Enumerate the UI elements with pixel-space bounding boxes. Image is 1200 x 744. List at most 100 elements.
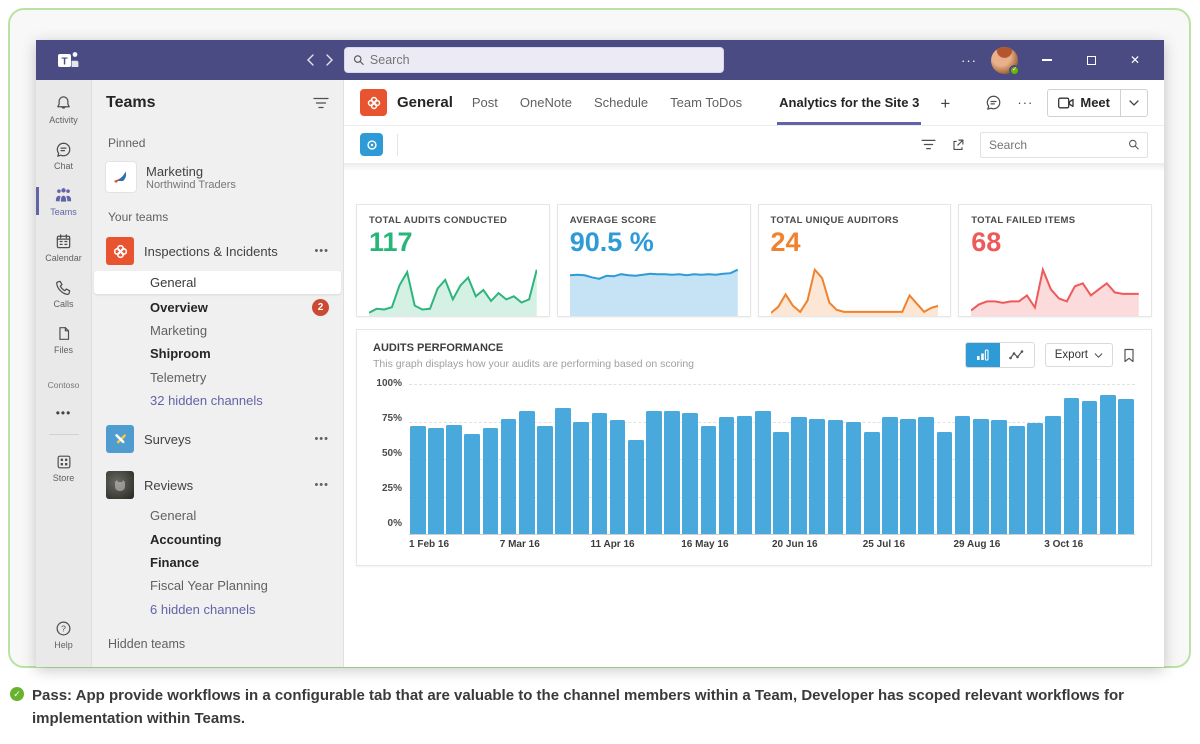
channel-finance[interactable]: Finance (150, 555, 200, 571)
performance-bar[interactable] (646, 411, 662, 534)
performance-bar[interactable] (900, 418, 916, 534)
performance-bar[interactable] (518, 411, 535, 534)
performance-bar[interactable] (446, 424, 462, 534)
team-more-icon[interactable]: ••• (314, 433, 329, 446)
performance-bar[interactable] (482, 427, 499, 534)
add-tab-button[interactable]: + (940, 93, 951, 113)
global-search-input[interactable] (369, 53, 715, 67)
performance-bar[interactable] (410, 426, 426, 534)
forward-icon[interactable] (325, 54, 334, 66)
performance-bar[interactable] (627, 439, 644, 534)
tab-search-box[interactable] (980, 131, 1148, 158)
rail-item-store[interactable]: Store (36, 445, 91, 491)
rail-more-apps-icon[interactable]: ••• (55, 406, 72, 420)
tab-analytics-site-3[interactable]: Analytics for the Site 3 (777, 80, 922, 125)
close-button[interactable]: ✕ (1129, 53, 1141, 67)
channel-general-reviews[interactable]: General (150, 508, 197, 524)
performance-bar[interactable] (1081, 400, 1098, 534)
maximize-button[interactable] (1076, 47, 1106, 73)
performance-bar[interactable] (754, 411, 771, 534)
channel-overview[interactable]: Overview 2 (92, 295, 343, 318)
hidden-channels-link[interactable]: 32 hidden channels (150, 392, 263, 408)
channel-accounting[interactable]: Accounting (150, 531, 222, 547)
performance-bar[interactable] (845, 421, 862, 534)
performance-bar[interactable] (1009, 426, 1025, 534)
titlebar-more-icon[interactable]: ··· (961, 52, 977, 68)
performance-bar[interactable] (954, 415, 971, 534)
filter-icon[interactable] (313, 97, 329, 109)
performance-bar[interactable] (1099, 394, 1116, 534)
team-surveys[interactable]: Surveys ••• (92, 420, 343, 458)
meet-dropdown-button[interactable] (1121, 90, 1147, 116)
team-more-icon[interactable]: ••• (314, 479, 329, 492)
performance-bar[interactable] (464, 433, 481, 534)
avatar[interactable]: ✓ (991, 46, 1020, 76)
header-more-icon[interactable]: ··· (1017, 95, 1034, 110)
performance-bar[interactable] (1027, 423, 1043, 534)
tab-post[interactable]: Post (471, 95, 498, 110)
global-search-box[interactable] (343, 47, 724, 73)
tab-schedule[interactable]: Schedule (593, 95, 649, 110)
performance-bar[interactable] (682, 412, 698, 534)
channel-general[interactable]: General (94, 271, 341, 295)
bookmark-icon[interactable] (1123, 348, 1135, 363)
team-inspections-incidents[interactable]: Inspections & Incidents ••• (92, 232, 343, 270)
line-chart-toggle-button[interactable] (999, 343, 1034, 367)
performance-bar[interactable] (809, 418, 826, 534)
performance-bar[interactable] (736, 415, 753, 534)
performance-bar[interactable] (591, 412, 608, 534)
performance-bar[interactable] (972, 418, 989, 534)
performance-bar[interactable] (537, 426, 553, 534)
performance-bar[interactable] (1118, 399, 1134, 534)
hidden-teams-label[interactable]: Hidden teams (108, 636, 186, 651)
pinned-team-marketing[interactable]: Marketing Northwind Traders (92, 158, 343, 200)
rail-item-chat[interactable]: Chat (36, 132, 91, 178)
performance-bar[interactable] (664, 411, 680, 534)
channel-telemetry[interactable]: Telemetry (150, 369, 207, 385)
performance-bar[interactable] (1063, 397, 1080, 534)
performance-bar[interactable] (827, 420, 844, 534)
performance-bar[interactable] (991, 420, 1007, 534)
tab-onenote[interactable]: OneNote (519, 95, 572, 110)
rail-item-files[interactable]: Files (36, 316, 91, 362)
performance-bar[interactable] (863, 432, 880, 534)
performance-bar[interactable] (700, 426, 717, 534)
hidden-channels-link[interactable]: 6 hidden channels (150, 601, 256, 617)
tab-search-input[interactable] (989, 137, 1122, 152)
presence-available-icon: ✓ (1009, 64, 1020, 76)
team-reviews[interactable]: Reviews ••• (92, 466, 343, 504)
performance-bar[interactable] (882, 417, 898, 534)
performance-bar[interactable] (918, 417, 935, 534)
rail-item-calls[interactable]: Calls (36, 270, 91, 316)
back-icon[interactable] (306, 54, 315, 66)
filter-icon[interactable] (921, 139, 936, 150)
performance-bar[interactable] (936, 432, 953, 534)
tab-team-todos[interactable]: Team ToDos (670, 95, 743, 110)
chart-title: AUDITS PERFORMANCE (373, 342, 504, 354)
rail-item-help[interactable]: ? Help (36, 611, 91, 657)
performance-bar[interactable] (428, 427, 444, 534)
meet-button[interactable]: Meet (1048, 90, 1120, 116)
channel-shiproom[interactable]: Shiproom (150, 346, 211, 362)
performance-bar[interactable] (573, 421, 590, 534)
channel-marketing[interactable]: Marketing (150, 322, 208, 338)
performance-bar[interactable] (791, 417, 807, 534)
channel-fiscal-year-planning[interactable]: Fiscal Year Planning (150, 578, 268, 594)
performance-bar[interactable] (1045, 415, 1062, 534)
minimize-button[interactable] (1032, 47, 1062, 73)
performance-bar[interactable] (500, 418, 517, 534)
team-more-icon[interactable]: ••• (314, 245, 329, 257)
conversation-icon[interactable] (984, 93, 1003, 112)
export-button[interactable]: Export (1044, 343, 1113, 367)
share-icon[interactable] (950, 137, 966, 153)
rail-item-calendar[interactable]: Calendar (36, 224, 91, 270)
rail-item-teams[interactable]: Teams (36, 178, 91, 224)
analytics-app-icon[interactable] (360, 133, 383, 156)
performance-bar[interactable] (555, 408, 571, 534)
channel-header: General Post OneNote Schedule Team ToDos… (344, 80, 1164, 126)
performance-bar[interactable] (609, 420, 626, 534)
performance-bar[interactable] (773, 432, 789, 534)
bar-chart-toggle-button[interactable] (965, 343, 1000, 367)
performance-bar[interactable] (718, 417, 735, 534)
rail-item-activity[interactable]: Activity (36, 86, 91, 132)
